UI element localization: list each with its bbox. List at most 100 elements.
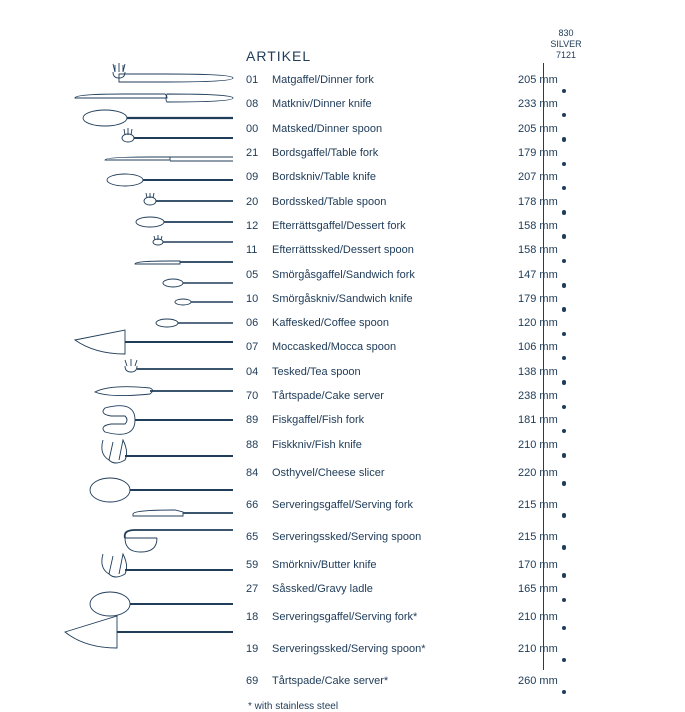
item-code: 19 [246, 643, 268, 655]
table-row: 65Serveringssked/Serving spoon215 mm [246, 521, 576, 553]
table-row: 84Osthyvel/Cheese slicer220 mm [246, 457, 576, 489]
item-code: 84 [246, 467, 268, 479]
item-code: 00 [246, 123, 268, 135]
col-head-1: 830 [546, 28, 586, 39]
item-code: 09 [246, 171, 268, 183]
table-row: 70Tårtspade/Cake server238 mm [246, 384, 576, 408]
table-title: ARTIKEL [246, 48, 576, 64]
item-name: Bordsgaffel/Table fork [268, 147, 518, 159]
table-row: 06Kaffesked/Coffee spoon120 mm [246, 311, 576, 335]
table-row: 05Smörgåsgaffel/Sandwich fork147 mm [246, 262, 576, 286]
availability-dot [554, 445, 574, 463]
table-row: 09Bordskniv/Table knife207 mm [246, 165, 576, 189]
item-name: Matgaffel/Dinner fork [268, 74, 518, 86]
article-table: ARTIKEL 01Matgaffel/Dinner fork205 mm08M… [246, 40, 576, 712]
availability-dot [554, 153, 574, 171]
table-row: 18Serveringsgaffel/Serving fork*210 mm [246, 601, 576, 633]
availability-dot [554, 681, 574, 699]
availability-dot [554, 250, 574, 268]
availability-dot [554, 80, 574, 98]
table-row: 21Bordsgaffel/Table fork179 mm [246, 141, 576, 165]
table-row: 27Såssked/Gravy ladle165 mm [246, 577, 576, 601]
footnote: * with stainless steel [246, 701, 576, 712]
table-row: 69Tårtspade/Cake server*260 mm [246, 665, 576, 697]
item-name: Bordskniv/Table knife [268, 171, 518, 183]
item-name: Serveringssked/Serving spoon* [268, 643, 518, 655]
availability-dot [554, 299, 574, 317]
table-row: 66Serveringsgaffel/Serving fork215 mm [246, 489, 576, 521]
item-name: Smörgåskniv/Sandwich knife [268, 293, 518, 305]
table-row: 88Fiskkniv/Fish knife210 mm [246, 432, 576, 456]
item-code: 18 [246, 611, 268, 623]
table-row: 10Smörgåskniv/Sandwich knife179 mm [246, 287, 576, 311]
item-code: 21 [246, 147, 268, 159]
item-name: Smörkniv/Butter knife [268, 559, 518, 571]
item-name: Fiskkniv/Fish knife [268, 439, 518, 451]
item-name: Serveringssked/Serving spoon [268, 531, 518, 543]
item-code: 88 [246, 439, 268, 451]
availability-dot [554, 565, 574, 583]
availability-dot [554, 537, 574, 555]
item-code: 27 [246, 583, 268, 595]
table-row: 19Serveringssked/Serving spoon*210 mm [246, 633, 576, 665]
utensil-illustrations [55, 62, 235, 662]
availability-dot [554, 275, 574, 293]
item-code: 06 [246, 317, 268, 329]
item-code: 65 [246, 531, 268, 543]
item-name: Matkniv/Dinner knife [268, 98, 518, 110]
item-name: Matsked/Dinner spoon [268, 123, 518, 135]
item-name: Osthyvel/Cheese slicer [268, 467, 518, 479]
table-row: 00Matsked/Dinner spoon205 mm [246, 117, 576, 141]
availability-dot [554, 473, 574, 491]
item-code: 04 [246, 366, 268, 378]
item-name: Fiskgaffel/Fish fork [268, 414, 518, 426]
table-row: 89Fiskgaffel/Fish fork181 mm [246, 408, 576, 432]
availability-dot [554, 617, 574, 635]
availability-dot [554, 347, 574, 365]
item-code: 69 [246, 675, 268, 687]
availability-dot [554, 226, 574, 244]
item-code: 05 [246, 269, 268, 281]
item-name: Tårtspade/Cake server [268, 390, 518, 402]
item-code: 59 [246, 559, 268, 571]
item-code: 01 [246, 74, 268, 86]
availability-dot [554, 505, 574, 523]
item-name: Tesked/Tea spoon [268, 366, 518, 378]
table-row: 01Matgaffel/Dinner fork205 mm [246, 68, 576, 92]
item-name: Bordssked/Table spoon [268, 196, 518, 208]
item-code: 66 [246, 499, 268, 511]
table-row: 08Matkniv/Dinner knife233 mm [246, 92, 576, 116]
item-name: Kaffesked/Coffee spoon [268, 317, 518, 329]
item-name: Tårtspade/Cake server* [268, 675, 518, 687]
table-row: 59Smörkniv/Butter knife170 mm [246, 553, 576, 577]
item-name: Efterrättssked/Dessert spoon [268, 244, 518, 256]
item-code: 07 [246, 341, 268, 353]
availability-dot [554, 177, 574, 195]
availability-dot [554, 104, 574, 122]
item-name: Efterrättsgaffel/Dessert fork [268, 220, 518, 232]
availability-dot [554, 649, 574, 667]
availability-dot [554, 323, 574, 341]
item-code: 12 [246, 220, 268, 232]
item-code: 70 [246, 390, 268, 402]
table-row: 11Efterrättssked/Dessert spoon158 mm [246, 238, 576, 262]
item-code: 89 [246, 414, 268, 426]
item-name: Serveringsgaffel/Serving fork [268, 499, 518, 511]
table-row: 04Tesked/Tea spoon138 mm [246, 360, 576, 384]
availability-dot [554, 202, 574, 220]
table-row: 07Moccasked/Mocca spoon106 mm [246, 335, 576, 359]
item-code: 10 [246, 293, 268, 305]
availability-dot [554, 589, 574, 607]
item-name: Såssked/Gravy ladle [268, 583, 518, 595]
item-name: Smörgåsgaffel/Sandwich fork [268, 269, 518, 281]
item-code: 08 [246, 98, 268, 110]
item-code: 11 [246, 244, 268, 256]
table-body: 01Matgaffel/Dinner fork205 mm08Matkniv/D… [246, 68, 576, 697]
availability-dot [554, 420, 574, 438]
table-row: 20Bordssked/Table spoon178 mm [246, 189, 576, 213]
item-code: 20 [246, 196, 268, 208]
availability-dot [554, 396, 574, 414]
item-name: Moccasked/Mocca spoon [268, 341, 518, 353]
availability-dot [554, 372, 574, 390]
table-row: 12Efterrättsgaffel/Dessert fork158 mm [246, 214, 576, 238]
